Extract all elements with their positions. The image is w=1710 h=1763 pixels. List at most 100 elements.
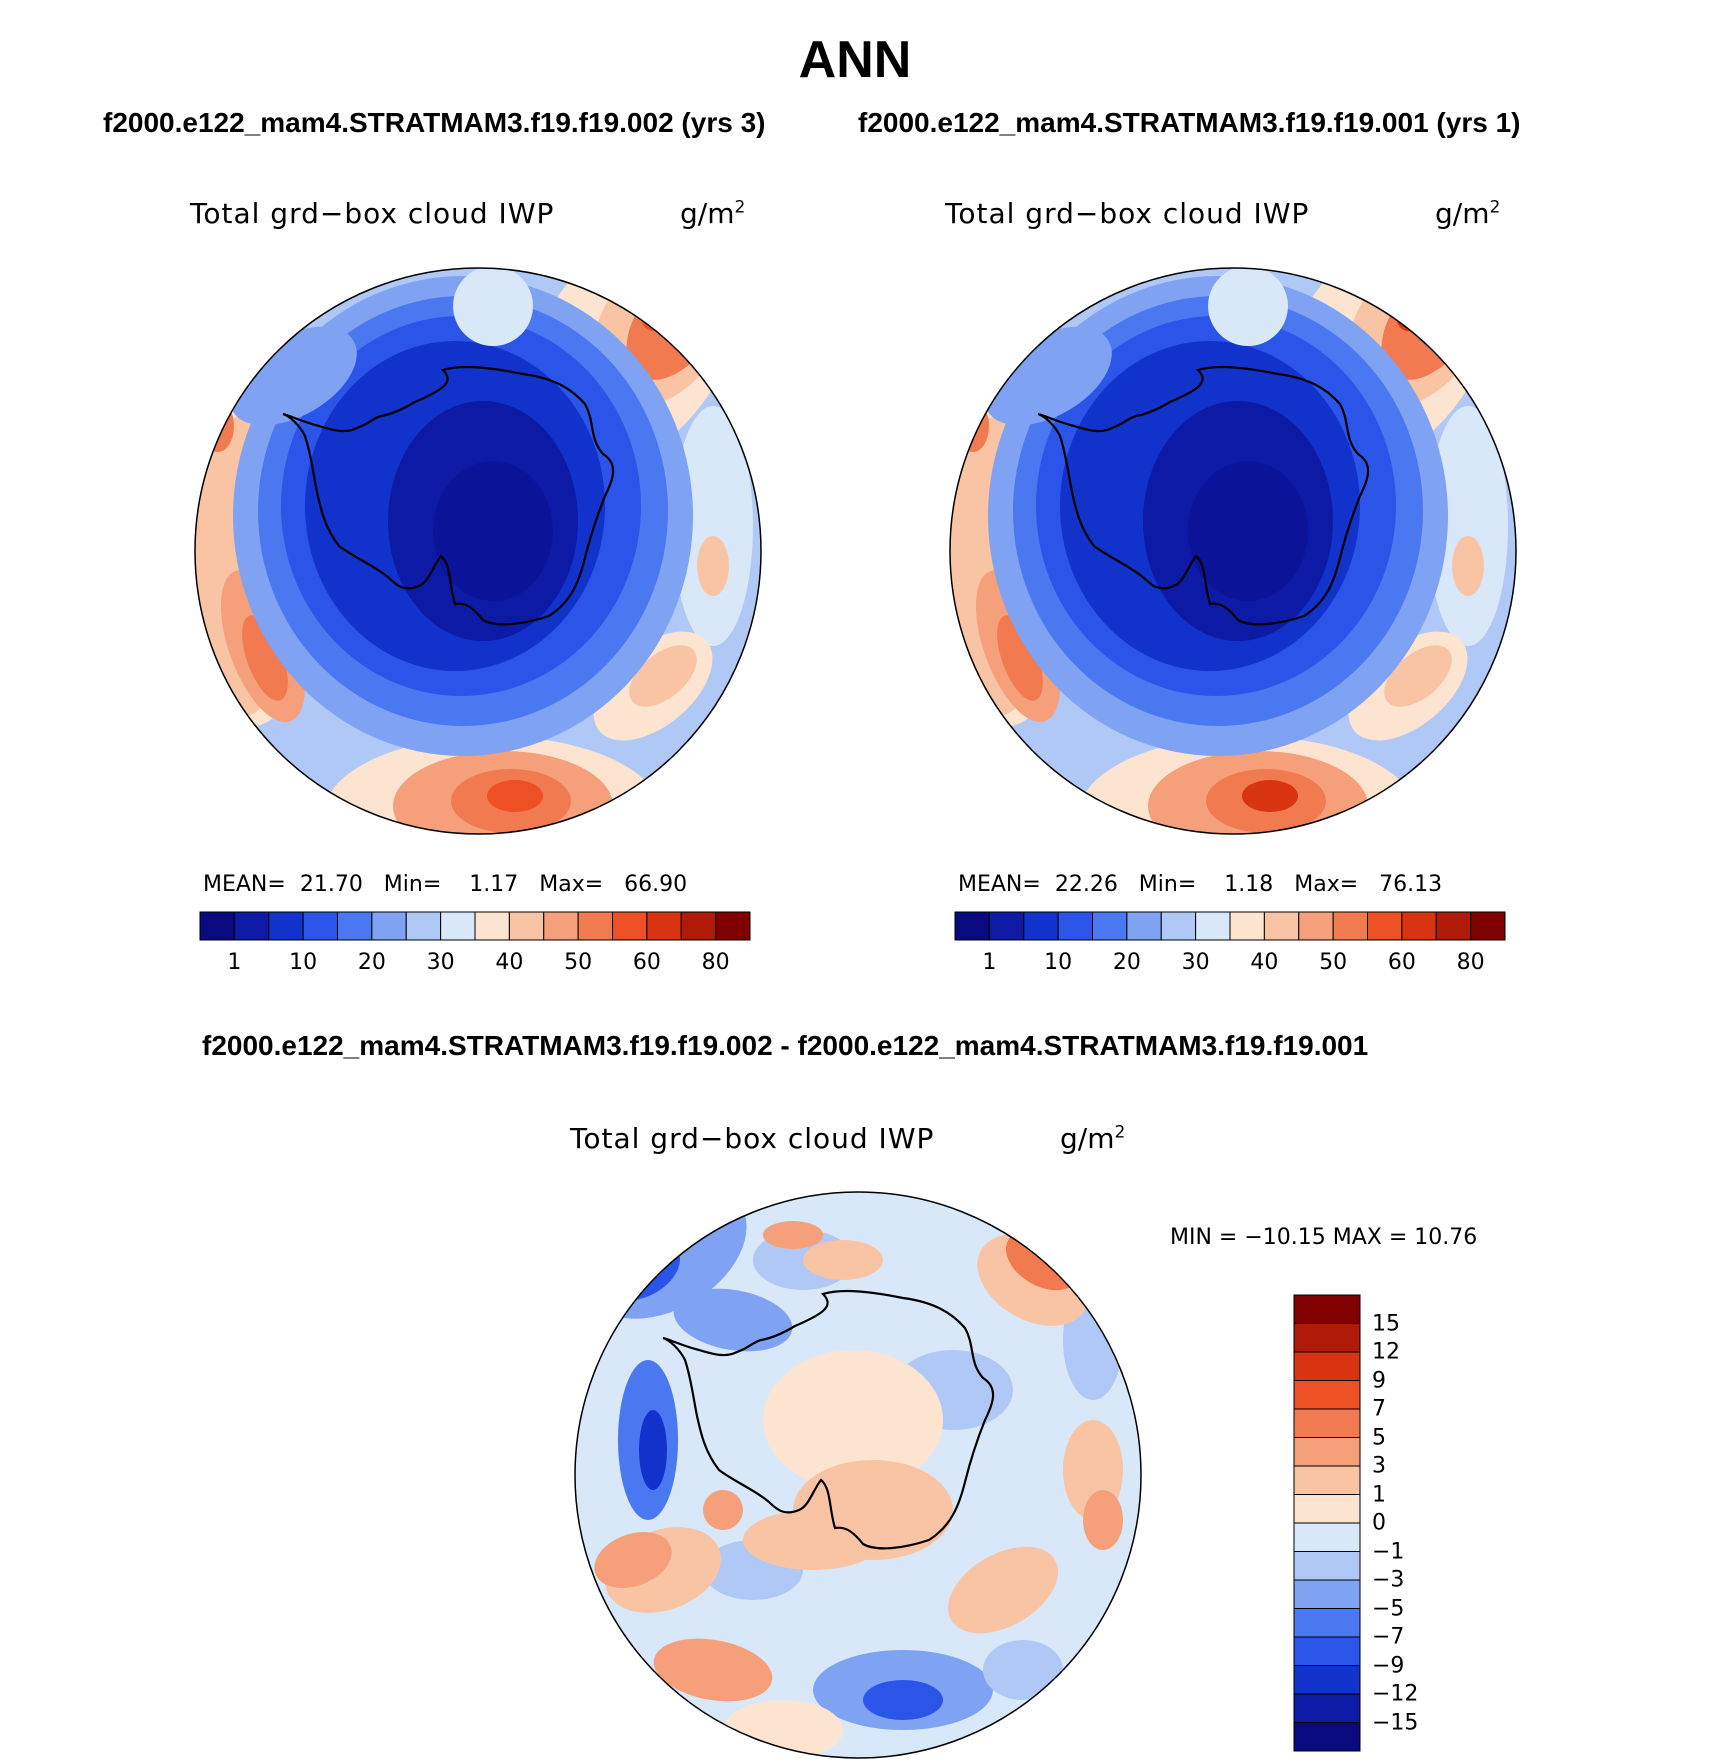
caption-case-001: f2000.e122_mam4.STRATMAM3.f19.f19.001 (y…	[858, 107, 1521, 138]
colorbar-swatch	[954, 911, 990, 941]
colorbar-tick-label: −5	[1372, 1596, 1405, 1621]
colorbar-swatch	[1293, 1351, 1361, 1381]
colorbar-swatch	[1401, 911, 1437, 941]
colorbar-swatch	[1293, 1665, 1361, 1695]
colorbar-swatch	[1293, 1494, 1361, 1524]
colorbar-swatch	[302, 911, 338, 941]
colorbar-tick-label: 50	[564, 950, 593, 975]
colorbar-tick-label: −15	[1372, 1710, 1419, 1735]
colorbar-swatch	[1367, 911, 1403, 941]
panel1-stats: MEAN= 21.70 Min= 1.17 Max= 66.90	[203, 872, 688, 897]
colorbar-swatch	[577, 911, 613, 941]
colorbar-swatch	[1293, 1636, 1361, 1666]
colorbar-tick-label: 80	[1456, 950, 1485, 975]
colorbar-swatch	[1293, 1323, 1361, 1353]
caption-case-002: f2000.e122_mam4.STRATMAM3.f19.f19.002 (y…	[103, 107, 766, 138]
colorbar-tick-label: −9	[1372, 1653, 1405, 1678]
colorbar-swatch	[1263, 911, 1300, 941]
colorbar-tick-label: 3	[1372, 1453, 1386, 1479]
panel2-polar-map	[949, 267, 1517, 835]
panel2-colorbar	[954, 911, 1506, 941]
colorbar-tick-label: 50	[1319, 950, 1348, 975]
colorbar-swatch	[1293, 1608, 1361, 1638]
difference-colorbar	[1293, 1294, 1361, 1752]
colorbar-swatch	[371, 911, 407, 941]
colorbar-swatch	[1160, 911, 1197, 941]
difference-minmax: MIN = −10.15 MAX = 10.76	[1170, 1225, 1478, 1250]
map-boundary	[194, 267, 762, 835]
colorbar-swatch	[337, 911, 373, 941]
colorbar-swatch	[1293, 1437, 1361, 1467]
colorbar-swatch	[233, 911, 270, 941]
colorbar-tick-label: −3	[1372, 1567, 1405, 1593]
panel1-units: g/m2	[680, 197, 746, 230]
colorbar-swatch	[1293, 1408, 1361, 1438]
colorbar-swatch	[715, 911, 751, 941]
colorbar-tick-label: 40	[1250, 950, 1279, 975]
map-boundary	[949, 267, 1517, 835]
map-boundary	[574, 1191, 1142, 1759]
colorbar-swatch	[612, 911, 648, 941]
colorbar-tick-label: 20	[1112, 950, 1141, 975]
colorbar-tick-label: −12	[1372, 1681, 1419, 1707]
colorbar-swatch	[1293, 1551, 1361, 1581]
colorbar-swatch	[1293, 1294, 1361, 1324]
panel1-variable: Total grd−box cloud IWP	[190, 197, 555, 230]
colorbar-swatch	[1298, 911, 1334, 941]
colorbar-swatch	[1293, 1465, 1361, 1495]
colorbar-swatch	[680, 911, 717, 941]
antarctica-coastline	[282, 365, 615, 626]
colorbar-tick-label: 80	[701, 950, 730, 975]
colorbar-tick-label: 10	[289, 950, 318, 975]
colorbar-tick-label: 0	[1372, 1510, 1386, 1536]
colorbar-swatch	[1435, 911, 1472, 941]
panel3-units: g/m2	[1060, 1122, 1126, 1155]
colorbar-swatch	[1195, 911, 1231, 941]
antarctica-coastline	[1037, 365, 1370, 626]
colorbar-tick-label: 7	[1372, 1396, 1386, 1422]
panel1-polar-map	[194, 267, 762, 835]
colorbar-tick-label: 1	[1372, 1482, 1386, 1507]
colorbar-swatch	[1293, 1579, 1361, 1609]
colorbar-swatch	[1332, 911, 1368, 941]
colorbar-swatch	[1293, 1693, 1361, 1723]
panel2-stats: MEAN= 22.26 Min= 1.18 Max= 76.13	[958, 872, 1443, 897]
panel1-colorbar	[199, 911, 751, 941]
colorbar-swatch	[1293, 1380, 1361, 1410]
caption-difference: f2000.e122_mam4.STRATMAM3.f19.f19.002 - …	[202, 1030, 1369, 1061]
colorbar-swatch	[474, 911, 510, 941]
colorbar-tick-label: 1	[227, 950, 242, 975]
colorbar-tick-label: 1	[982, 950, 997, 975]
colorbar-swatch	[988, 911, 1025, 941]
difference-colorbar-labels: 15 12 9 7 5 3 1 0 −1 −3 −5 −7 −9 −12 −15	[1372, 1295, 1452, 1751]
panel2-units: g/m2	[1435, 197, 1501, 230]
colorbar-tick-label: 40	[495, 950, 524, 975]
panel2-colorbar-labels: 1 10 20 30 40 50 60 80	[955, 950, 1505, 980]
colorbar-tick-label: −1	[1372, 1539, 1405, 1564]
colorbar-tick-label: 10	[1044, 950, 1073, 975]
colorbar-swatch	[1293, 1722, 1361, 1752]
colorbar-tick-label: 15	[1372, 1311, 1400, 1336]
colorbar-swatch	[543, 911, 579, 941]
panel3-variable: Total grd−box cloud IWP	[570, 1122, 935, 1155]
colorbar-tick-label: 5	[1372, 1425, 1386, 1450]
colorbar-swatch	[508, 911, 545, 941]
colorbar-swatch	[1470, 911, 1506, 941]
figure-title: ANN	[798, 31, 912, 89]
panel2-variable: Total grd−box cloud IWP	[945, 197, 1310, 230]
colorbar-tick-label: 12	[1372, 1339, 1400, 1365]
colorbar-swatch	[646, 911, 682, 941]
colorbar-swatch	[1023, 911, 1059, 941]
colorbar-tick-label: 60	[1387, 950, 1416, 975]
colorbar-swatch	[199, 911, 235, 941]
panel1-colorbar-labels: 1 10 20 30 40 50 60 80	[200, 950, 750, 980]
colorbar-swatch	[1057, 911, 1093, 941]
colorbar-swatch	[268, 911, 304, 941]
difference-polar-map	[574, 1191, 1142, 1759]
colorbar-tick-label: 20	[357, 950, 386, 975]
colorbar-tick-label: 60	[632, 950, 661, 975]
colorbar-tick-label: 30	[1181, 950, 1210, 975]
colorbar-swatch	[1126, 911, 1162, 941]
antarctica-coastline	[662, 1289, 995, 1550]
colorbar-swatch	[1229, 911, 1265, 941]
